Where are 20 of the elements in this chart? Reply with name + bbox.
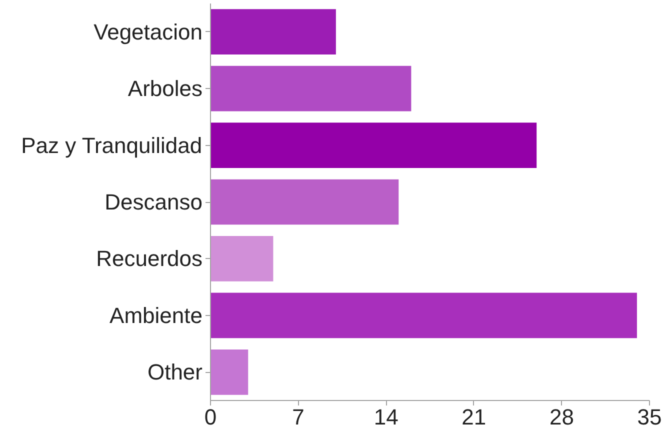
x-tick-label: 21 <box>462 404 486 430</box>
bar <box>210 9 336 55</box>
y-tick-label: Arboles <box>128 76 202 102</box>
bar <box>210 292 637 338</box>
x-tick-label: 14 <box>374 404 398 430</box>
x-tick-label: 28 <box>549 404 574 430</box>
y-tick-label: Paz y Tranquilidad <box>21 132 202 158</box>
y-tick-label: Vegetacion <box>94 19 203 44</box>
x-tick-label: 0 <box>204 404 217 430</box>
y-tick-label: Descanso <box>104 190 203 214</box>
bar <box>210 122 537 168</box>
y-tick-label: Other <box>147 360 203 385</box>
bar <box>210 66 412 112</box>
x-tick-label: 35 <box>637 404 662 430</box>
bar <box>210 349 248 395</box>
bar <box>210 236 274 282</box>
x-tick-label: 7 <box>292 404 304 430</box>
y-tick-label: Ambiente <box>110 302 203 328</box>
y-tick-label: Recuerdos <box>96 246 202 272</box>
bar <box>210 179 399 225</box>
